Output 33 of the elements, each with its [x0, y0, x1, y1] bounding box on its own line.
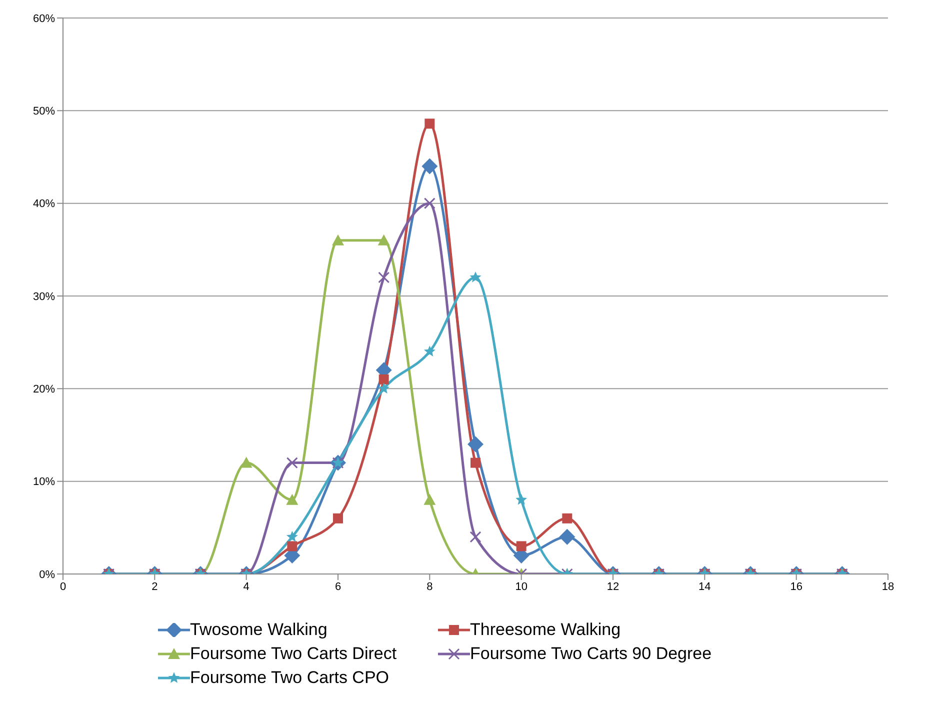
x-tick-label: 6	[334, 580, 342, 593]
x-tick-label: 2	[152, 580, 158, 593]
y-tick-label: 0%	[39, 568, 56, 581]
legend-label: Foursome Two Carts Direct	[190, 644, 397, 664]
x-tick-label: 10	[515, 580, 528, 593]
legend-label: Twosome Walking	[190, 620, 328, 640]
point	[424, 198, 436, 210]
point	[470, 271, 482, 282]
legend-label: Foursome Two Carts 90 Degree	[470, 644, 712, 664]
x-tick-label: 0	[60, 580, 66, 593]
y-tick-label: 30%	[32, 290, 56, 303]
y-tick-label: 40%	[32, 198, 56, 210]
x-tick-label: 18	[882, 580, 894, 593]
y-tick-label: 10%	[32, 476, 56, 488]
y-tick-label: 20%	[32, 384, 56, 396]
point	[378, 234, 390, 246]
point	[378, 272, 390, 284]
legend-label: Threesome Walking	[470, 620, 621, 640]
point	[240, 456, 252, 468]
x-tick-label: 12	[606, 580, 620, 593]
x-tick-label: 4	[243, 580, 250, 593]
point	[422, 158, 438, 174]
point	[378, 382, 390, 394]
y-tick-label: 50%	[32, 106, 56, 118]
point	[424, 118, 435, 129]
legend-label: Foursome Two Carts CPO	[190, 668, 390, 688]
point	[424, 346, 436, 356]
point	[378, 374, 389, 384]
point	[332, 234, 344, 246]
x-tick-label: 14	[698, 580, 711, 593]
x-tick-label: 8	[426, 580, 433, 593]
y-tick-label: 60%	[32, 12, 56, 25]
x-tick-label: 16	[790, 580, 802, 593]
